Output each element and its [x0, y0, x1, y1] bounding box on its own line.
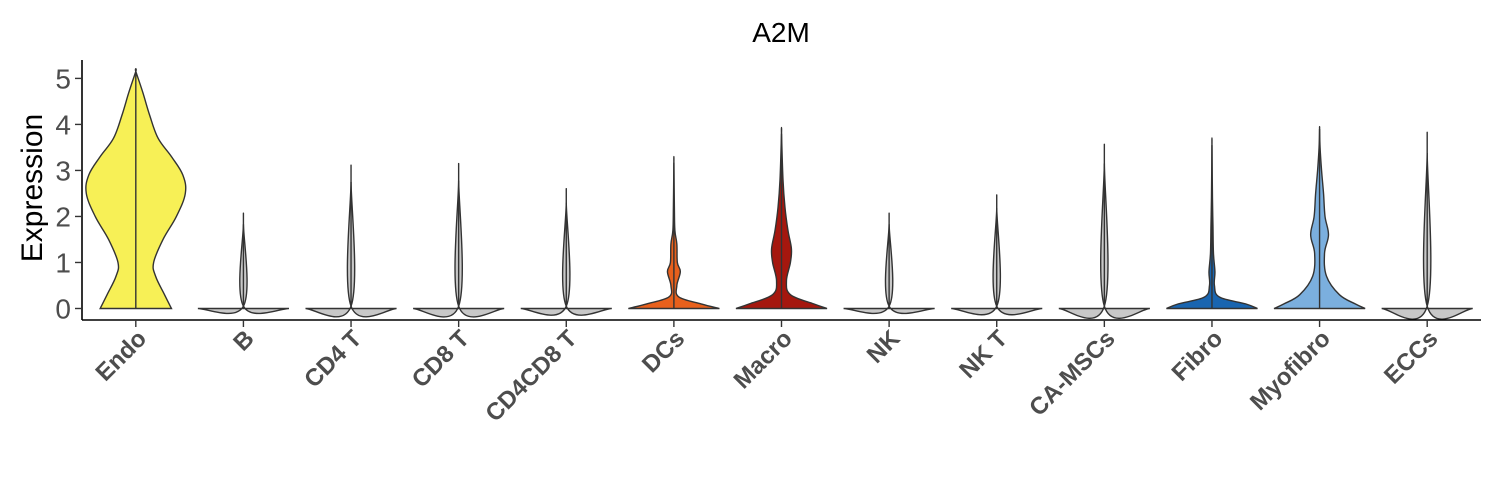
y-axis-label: Expression: [16, 114, 49, 262]
chart-title: A2M: [752, 17, 810, 48]
x-tick-label-nk-t: NK T: [954, 325, 1013, 384]
y-tick-label: 1: [55, 247, 71, 278]
y-axis-ticks: 0 1 2 3 4 5: [55, 63, 82, 324]
y-tick-label: 3: [55, 155, 71, 186]
x-axis-ticks: Endo B CD4 T CD8 T CD4CD8 T DCs Macro NK NK T CA-…: [91, 320, 1443, 427]
y-tick-label: 2: [55, 201, 71, 232]
x-tick-label-cd4cd8-t: CD4CD8 T: [480, 325, 582, 427]
y-tick-label: 0: [55, 293, 71, 324]
x-tick-label-endo: Endo: [91, 325, 153, 387]
x-tick-label-macro: Macro: [729, 325, 798, 394]
x-tick-label-cd8-t: CD8 T: [407, 325, 475, 393]
x-tick-label-b: B: [228, 325, 259, 356]
x-tick-label-dcs: DCs: [637, 325, 690, 378]
x-tick-label-fibro: Fibro: [1167, 325, 1229, 387]
y-tick-label: 4: [55, 109, 71, 140]
x-tick-label-ca-mscs: CA-MSCs: [1024, 325, 1120, 421]
x-tick-label-cd4-t: CD4 T: [299, 325, 367, 393]
x-tick-label-nk: NK: [862, 325, 906, 369]
x-tick-label-eccs: ECCs: [1379, 325, 1443, 389]
x-tick-label-myofibro: Myofibro: [1245, 325, 1336, 416]
violin-group: [85, 68, 1473, 320]
y-tick-label: 5: [55, 63, 71, 94]
